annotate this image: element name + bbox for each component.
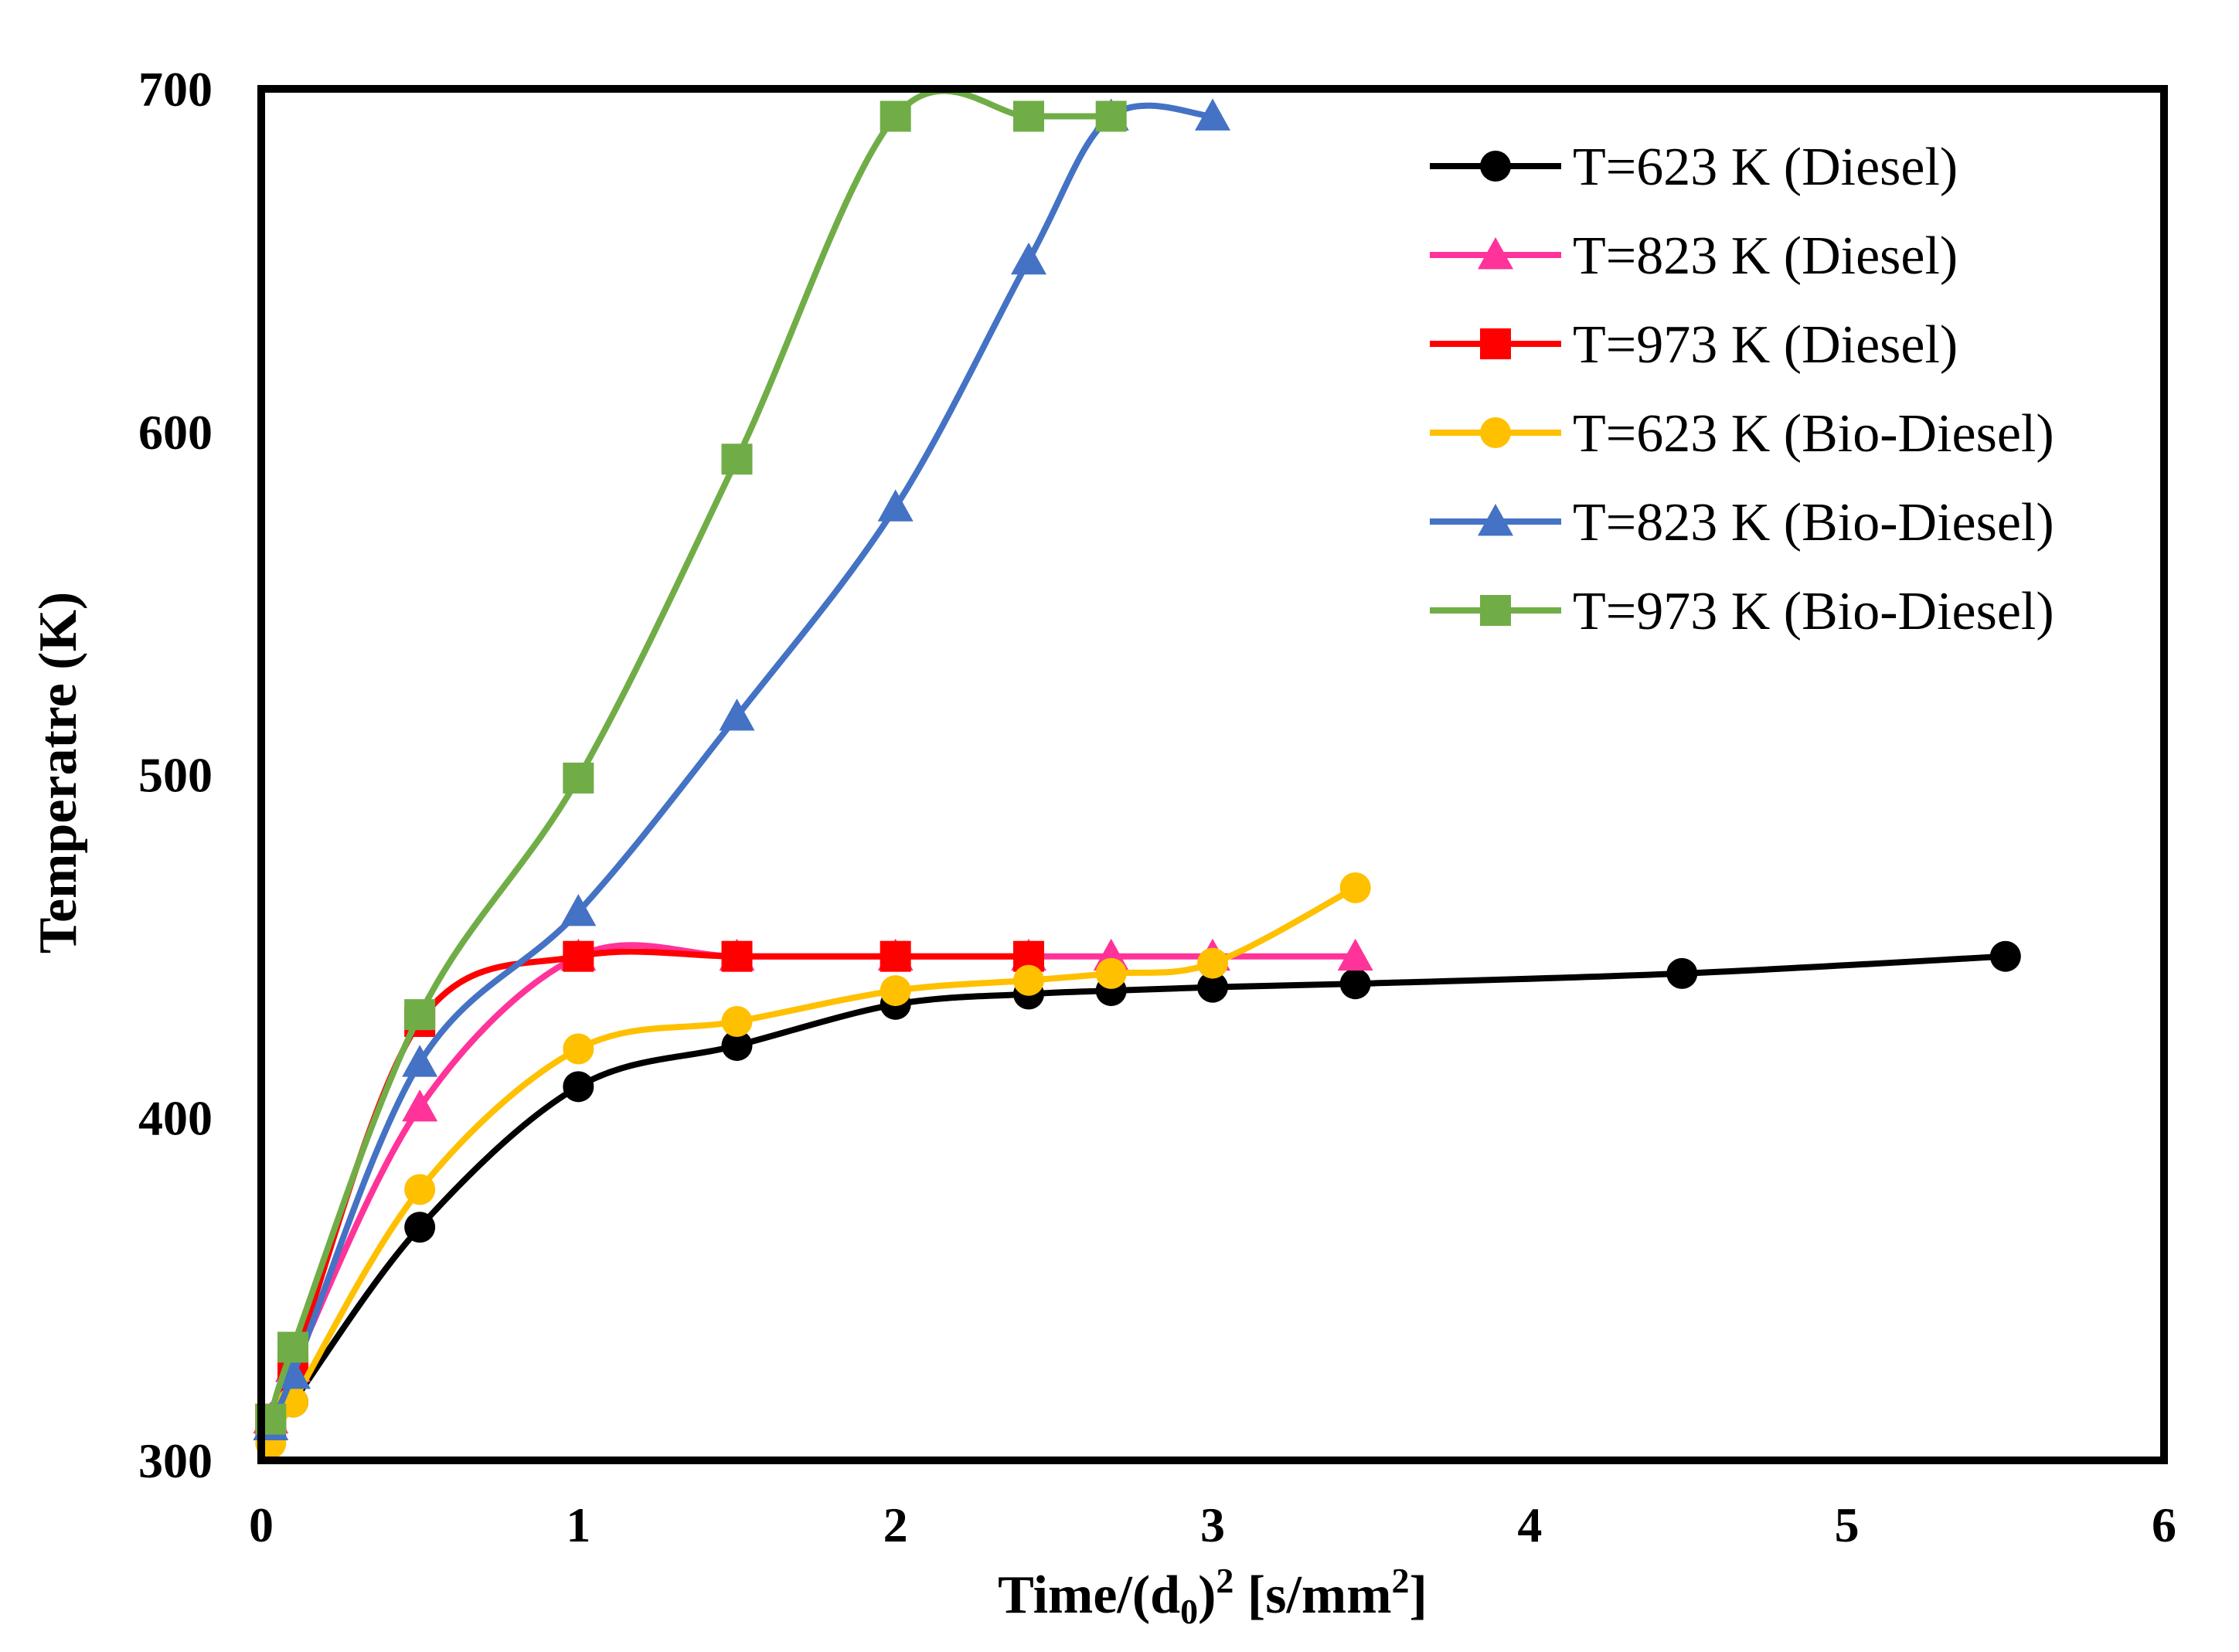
data-point bbox=[721, 1030, 753, 1062]
y-tick-label: 600 bbox=[138, 405, 213, 460]
legend-swatch-marker bbox=[1480, 417, 1511, 448]
data-point bbox=[563, 1033, 594, 1065]
legend-label: T=823 K (Diesel) bbox=[1573, 226, 1958, 286]
legend-item: T=623 K (Bio-Diesel) bbox=[1430, 404, 2054, 464]
data-point bbox=[880, 975, 911, 1007]
x-axis-title-close-paren: ) bbox=[1198, 1565, 1216, 1625]
legend-label: T=823 K (Bio-Diesel) bbox=[1573, 493, 2054, 552]
data-point bbox=[1339, 872, 1371, 903]
legend-label: T=973 K (Diesel) bbox=[1573, 315, 1958, 375]
data-point bbox=[1095, 957, 1127, 989]
y-axis-title: Temperatre (K) bbox=[29, 592, 88, 953]
x-tick-label: 5 bbox=[1835, 1497, 1860, 1552]
data-point bbox=[560, 894, 597, 926]
series-line bbox=[267, 884, 1359, 1446]
x-axis-title-unit: [s/mm bbox=[1233, 1565, 1391, 1625]
data-point bbox=[404, 1212, 436, 1243]
x-tick-label: 2 bbox=[883, 1497, 908, 1552]
data-point bbox=[1197, 971, 1228, 1003]
data-point bbox=[404, 999, 436, 1031]
x-tick-label: 6 bbox=[2152, 1497, 2176, 1552]
legend-item: T=623 K (Diesel) bbox=[1430, 138, 1958, 197]
legend-swatch-marker bbox=[1480, 328, 1511, 359]
y-tick-label: 300 bbox=[138, 1433, 213, 1488]
x-axis-title-superscript-1: 2 bbox=[1216, 1561, 1233, 1600]
legend-swatch-marker bbox=[1480, 595, 1511, 626]
data-point bbox=[721, 444, 753, 475]
legend-swatch-marker bbox=[1478, 504, 1513, 536]
legend-label: T=623 K (Bio-Diesel) bbox=[1573, 404, 2054, 464]
x-tick-label: 1 bbox=[566, 1497, 590, 1552]
data-point bbox=[721, 940, 753, 972]
legend: T=623 K (Diesel) T=823 K (Diesel) T=973 K … bbox=[1430, 138, 2054, 641]
x-tick-label: 3 bbox=[1200, 1497, 1225, 1552]
data-point bbox=[1195, 98, 1230, 131]
y-tick-label: 400 bbox=[138, 1090, 213, 1145]
data-point bbox=[1013, 100, 1045, 132]
data-point bbox=[563, 762, 594, 794]
legend-item: T=973 K (Diesel) bbox=[1430, 315, 1958, 375]
x-tick-label: 4 bbox=[1517, 1497, 1542, 1552]
x-tick-label: 0 bbox=[249, 1497, 274, 1552]
data-point bbox=[880, 940, 911, 972]
data-point bbox=[1666, 957, 1698, 989]
data-point bbox=[1095, 100, 1127, 132]
data-point bbox=[277, 1331, 309, 1363]
data-point bbox=[1989, 940, 2021, 972]
x-axis-title-prefix: Time/(d bbox=[998, 1565, 1180, 1625]
data-point bbox=[880, 100, 911, 132]
x-axis-title-end: ] bbox=[1410, 1565, 1427, 1625]
x-axis-title-superscript-2: 2 bbox=[1392, 1561, 1410, 1600]
data-point bbox=[1011, 242, 1047, 275]
y-tick-labels: 300 400 500 600 700 bbox=[138, 62, 213, 1488]
data-point bbox=[1013, 964, 1045, 996]
legend-item: T=973 K (Bio-Diesel) bbox=[1430, 582, 2054, 641]
series-layer bbox=[253, 87, 2021, 1459]
data-point bbox=[719, 699, 755, 731]
data-point bbox=[402, 1045, 438, 1077]
legend-swatch-marker bbox=[1480, 151, 1511, 182]
legend-item: T=823 K (Diesel) bbox=[1430, 226, 1958, 286]
plot-frame bbox=[257, 85, 2168, 1464]
y-tick-label: 700 bbox=[138, 62, 213, 117]
data-point bbox=[1339, 968, 1371, 1000]
legend-item: T=823 K (Bio-Diesel) bbox=[1430, 493, 2054, 552]
legend-swatch-marker bbox=[1478, 237, 1513, 270]
data-point bbox=[721, 1006, 753, 1037]
legend-label: T=973 K (Bio-Diesel) bbox=[1573, 582, 2054, 641]
data-point bbox=[563, 940, 594, 972]
x-axis-title: Time/(d0)2 [s/mm2] bbox=[998, 1561, 1427, 1631]
x-axis-title-subscript: 0 bbox=[1180, 1592, 1198, 1631]
y-tick-label: 500 bbox=[138, 748, 213, 803]
data-point bbox=[1197, 947, 1228, 979]
data-point bbox=[877, 489, 914, 522]
data-point bbox=[404, 1174, 436, 1205]
data-point bbox=[563, 1071, 594, 1103]
legend-label: T=623 K (Diesel) bbox=[1573, 138, 1958, 197]
x-tick-labels: 0 1 2 3 4 5 6 bbox=[249, 1497, 2176, 1552]
data-point bbox=[1337, 938, 1373, 971]
data-point bbox=[402, 1089, 438, 1122]
